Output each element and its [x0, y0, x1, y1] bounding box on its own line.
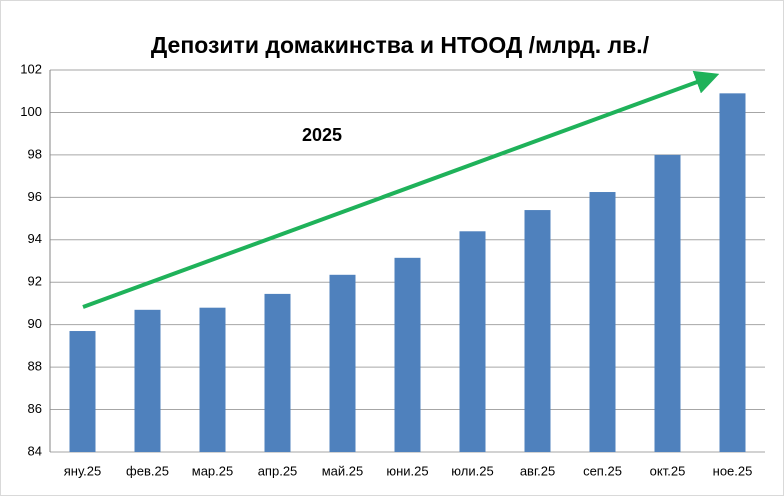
x-tick-label: юли.25	[451, 463, 493, 478]
bar	[654, 154, 681, 452]
bar	[329, 274, 356, 452]
y-tick-label: 94	[28, 231, 42, 246]
y-tick-label: 84	[28, 443, 42, 458]
x-tick-label: май.25	[322, 463, 364, 478]
y-tick-label: 86	[28, 401, 42, 416]
y-tick-label: 100	[20, 104, 42, 119]
bar	[524, 210, 551, 452]
bar	[394, 257, 421, 452]
bar	[69, 331, 96, 452]
x-tick-label: мар.25	[192, 463, 233, 478]
x-tick-label: юни.25	[386, 463, 428, 478]
bar	[134, 309, 161, 452]
annotation: 2025	[302, 125, 342, 145]
y-tick-label: 96	[28, 189, 42, 204]
y-tick-label: 102	[20, 61, 42, 76]
bar	[719, 93, 746, 452]
x-tick-label: ное.25	[713, 463, 753, 478]
x-tick-label: авг.25	[520, 463, 555, 478]
y-tick-label: 92	[28, 274, 42, 289]
bar	[589, 192, 616, 452]
y-tick-label: 98	[28, 146, 42, 161]
x-tick-label: фев.25	[126, 463, 169, 478]
y-tick-label: 88	[28, 359, 42, 374]
bar	[199, 307, 226, 452]
bar	[459, 231, 486, 452]
x-tick-label: яну.25	[64, 463, 102, 478]
chart-title: Депозити домакинства и НТООД /млрд. лв./	[151, 32, 650, 58]
x-tick-label: окт.25	[650, 463, 686, 478]
bar	[264, 293, 291, 452]
y-tick-label: 90	[28, 316, 42, 331]
plot-area: 84 86 88 90 92 94 96 98 100 102 яну.25 фев.25 мар.25…	[20, 61, 765, 478]
x-tick-label: сеп.25	[583, 463, 622, 478]
trend-arrow	[82, 70, 720, 309]
x-tick-label: апр.25	[258, 463, 298, 478]
